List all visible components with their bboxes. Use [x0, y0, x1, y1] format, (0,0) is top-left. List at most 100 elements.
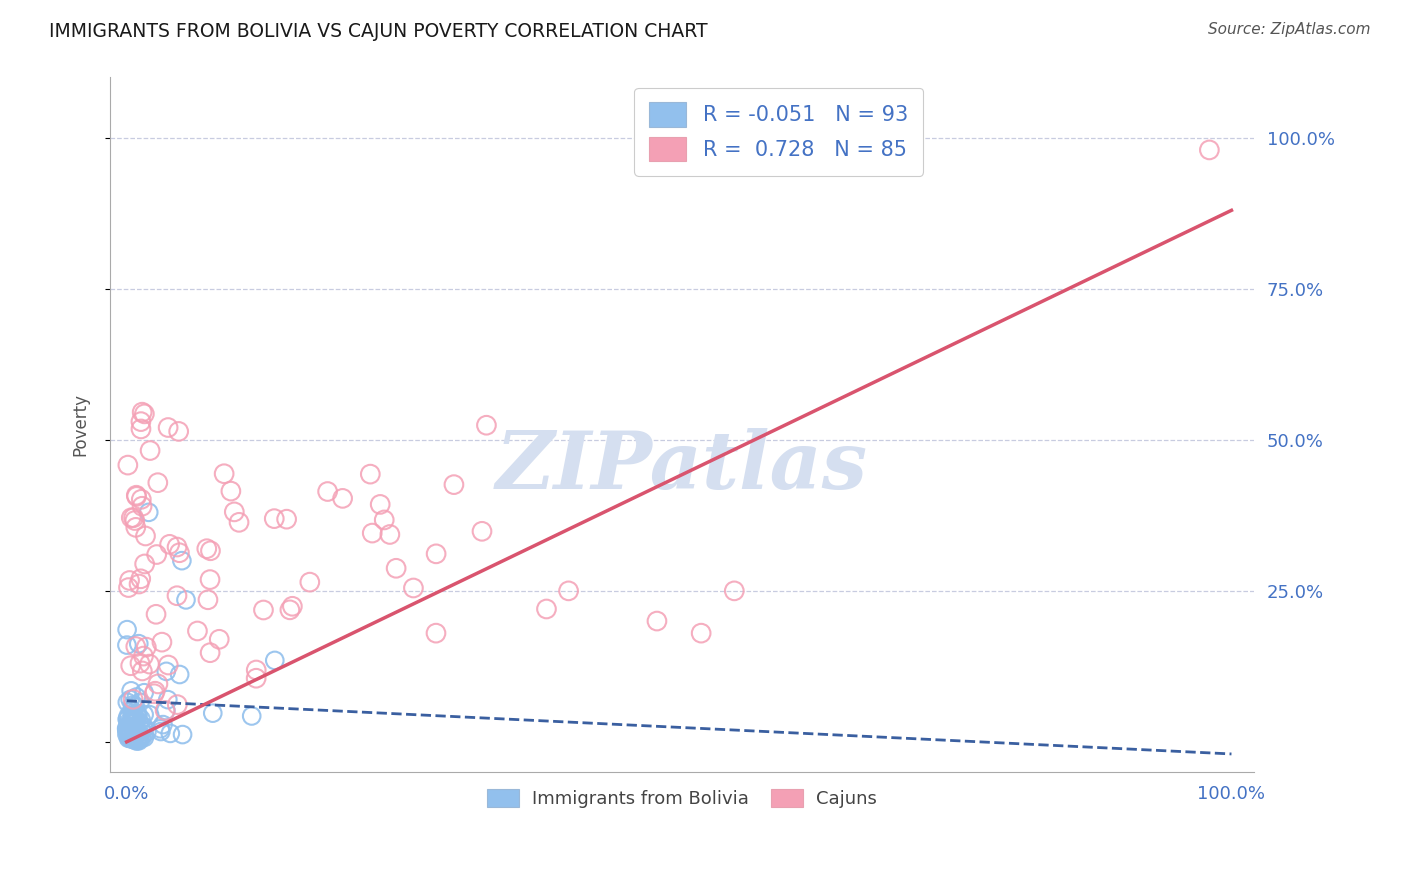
Point: [155, 665, 177, 679]
Point: [124, 719, 146, 733]
Point: [198, 573, 221, 587]
Point: [332, 491, 354, 506]
Point: [298, 575, 321, 590]
Point: [122, 708, 145, 723]
Point: [128, 577, 150, 591]
Point: [228, 516, 250, 530]
Point: [131, 492, 153, 507]
Point: [443, 477, 465, 491]
Point: [157, 658, 180, 673]
Point: [263, 653, 285, 667]
Point: [385, 561, 408, 575]
Point: [118, 730, 141, 744]
Point: [128, 731, 150, 746]
Point: [132, 722, 155, 736]
Point: [149, 722, 172, 736]
Point: [120, 725, 142, 739]
Point: [128, 715, 150, 730]
Y-axis label: Poverty: Poverty: [72, 393, 89, 456]
Point: [135, 724, 157, 739]
Point: [316, 484, 339, 499]
Point: [120, 715, 142, 730]
Point: [281, 599, 304, 614]
Point: [1198, 143, 1220, 157]
Point: [118, 710, 141, 724]
Point: [115, 723, 138, 737]
Point: [138, 505, 160, 519]
Point: [166, 698, 188, 712]
Point: [138, 707, 160, 722]
Point: [132, 721, 155, 735]
Point: [208, 632, 231, 647]
Point: [121, 713, 143, 727]
Point: [118, 714, 141, 729]
Point: [131, 405, 153, 419]
Point: [373, 513, 395, 527]
Point: [118, 723, 141, 738]
Point: [121, 698, 143, 712]
Point: [134, 707, 156, 722]
Point: [127, 733, 149, 747]
Point: [245, 671, 267, 685]
Point: [134, 731, 156, 745]
Point: [122, 692, 145, 706]
Point: [122, 711, 145, 725]
Point: [117, 725, 139, 739]
Point: [115, 623, 138, 637]
Point: [121, 717, 143, 731]
Point: [723, 583, 745, 598]
Point: [128, 729, 150, 743]
Point: [117, 458, 139, 472]
Point: [117, 581, 139, 595]
Point: [132, 649, 155, 664]
Point: [121, 706, 143, 721]
Point: [121, 730, 143, 744]
Point: [186, 624, 208, 638]
Point: [115, 638, 138, 652]
Point: [129, 695, 152, 709]
Point: [121, 731, 143, 746]
Point: [117, 731, 139, 746]
Point: [127, 723, 149, 738]
Point: [122, 510, 145, 524]
Text: Source: ZipAtlas.com: Source: ZipAtlas.com: [1208, 22, 1371, 37]
Point: [212, 467, 235, 481]
Point: [425, 547, 447, 561]
Point: [263, 511, 285, 525]
Point: [276, 512, 298, 526]
Point: [121, 714, 143, 728]
Point: [125, 734, 148, 748]
Point: [169, 546, 191, 560]
Point: [402, 581, 425, 595]
Point: [125, 706, 148, 721]
Point: [122, 716, 145, 731]
Point: [155, 704, 177, 718]
Point: [129, 656, 152, 670]
Point: [156, 692, 179, 706]
Point: [124, 721, 146, 735]
Point: [131, 500, 153, 514]
Point: [120, 683, 142, 698]
Point: [172, 728, 194, 742]
Point: [118, 725, 141, 739]
Point: [117, 712, 139, 726]
Point: [127, 707, 149, 722]
Point: [134, 686, 156, 700]
Point: [170, 554, 193, 568]
Point: [471, 524, 494, 539]
Point: [120, 658, 142, 673]
Point: [121, 704, 143, 718]
Point: [145, 607, 167, 622]
Point: [129, 422, 152, 436]
Point: [645, 614, 668, 628]
Point: [159, 537, 181, 551]
Point: [159, 726, 181, 740]
Point: [135, 640, 157, 654]
Point: [134, 407, 156, 421]
Point: [120, 692, 142, 706]
Point: [169, 667, 191, 681]
Point: [240, 709, 263, 723]
Point: [117, 720, 139, 734]
Point: [143, 684, 166, 698]
Point: [690, 626, 713, 640]
